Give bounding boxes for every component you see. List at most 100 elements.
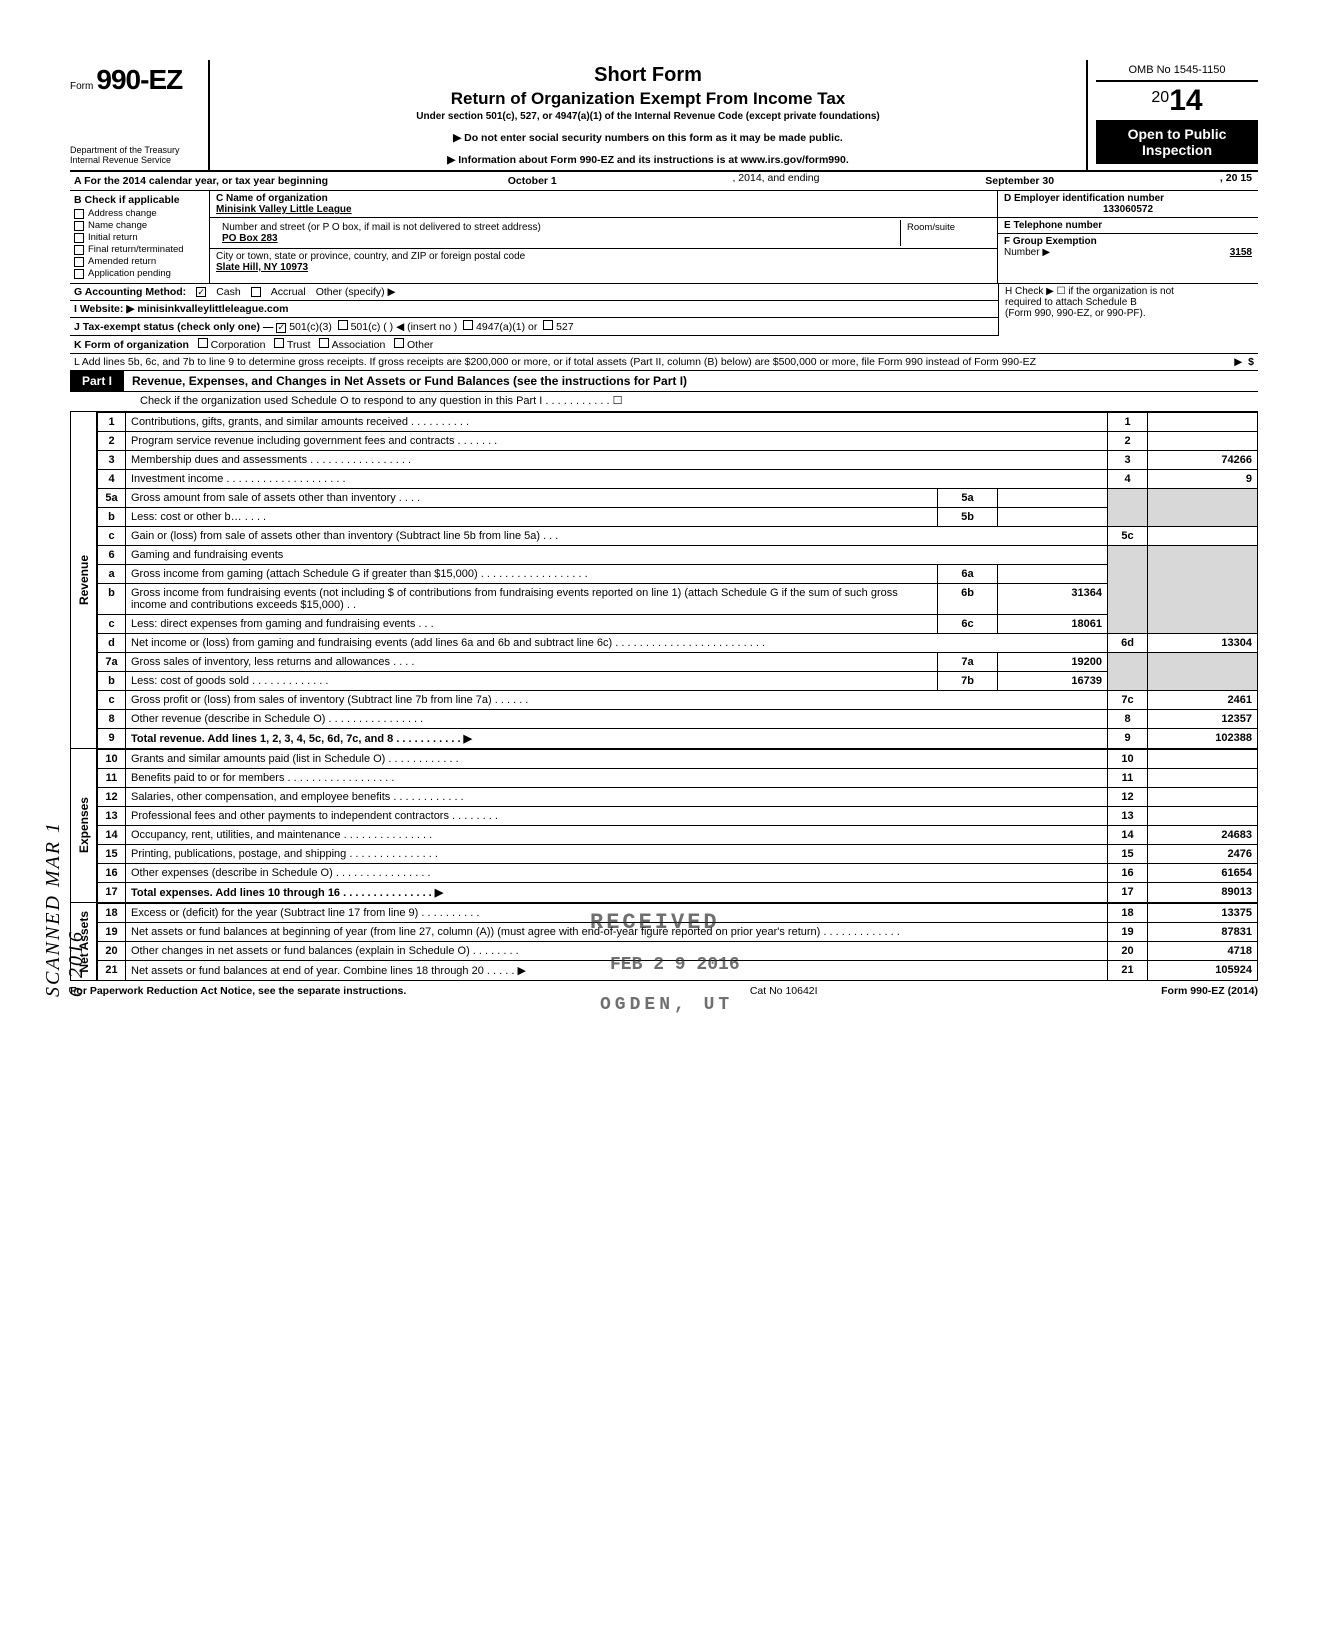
title-under: Under section 501(c), 527, or 4947(a)(1)… — [220, 111, 1076, 122]
i-value: minisinkvalleylittleleague.com — [137, 303, 288, 315]
line-6-desc: Gaming and fundraising events — [126, 546, 1108, 565]
chk-amended-return[interactable]: Amended return — [74, 256, 205, 267]
j-4947-checkbox[interactable] — [463, 320, 473, 330]
line-1-box: 1 — [1108, 413, 1148, 432]
e-phone-row: E Telephone number — [998, 218, 1258, 234]
line-5a: 5aGross amount from sale of assets other… — [98, 489, 1258, 508]
line-8: 8Other revenue (describe in Schedule O) … — [98, 710, 1258, 729]
line-6c-desc: Less: direct expenses from gaming and fu… — [126, 615, 938, 634]
k-label: K Form of organization — [74, 339, 189, 351]
expenses-label: Expenses — [75, 793, 93, 857]
line-4-desc: Investment income . . . . . . . . . . . … — [126, 470, 1108, 489]
open-line1: Open to Public — [1096, 126, 1258, 142]
chk-name-change[interactable]: Name change — [74, 220, 205, 231]
line-6a: aGross income from gaming (attach Schedu… — [98, 565, 1258, 584]
line-20-box: 20 — [1108, 942, 1148, 961]
year-prefix: 20 — [1151, 89, 1169, 106]
line-5b-ib: 5b — [938, 508, 998, 527]
line-20-amt: 4718 — [1148, 942, 1258, 961]
col-b-checkboxes: B Check if applicable Address change Nam… — [70, 191, 210, 283]
row-a-label: A For the 2014 calendar year, or tax yea… — [70, 172, 332, 190]
chk-address-change[interactable]: Address change — [74, 208, 205, 219]
d-label: D Employer identification number — [1004, 193, 1252, 204]
line-3: 3Membership dues and assessments . . . .… — [98, 451, 1258, 470]
line-7b-desc: Less: cost of goods sold . . . . . . . .… — [126, 672, 938, 691]
line-6a-ia — [998, 565, 1108, 584]
line-3-amt: 74266 — [1148, 451, 1258, 470]
line-3-box: 3 — [1108, 451, 1148, 470]
netassets-label: Net Assets — [75, 907, 93, 977]
form-prefix: Form — [70, 81, 93, 92]
g-cash-checkbox[interactable]: ✓ — [196, 287, 206, 297]
line-11-amt — [1148, 769, 1258, 788]
row-a-mid: , 2014, and ending — [732, 172, 819, 190]
k-other-checkbox[interactable] — [394, 338, 404, 348]
line-5c-desc: Gain or (loss) from sale of assets other… — [126, 527, 1108, 546]
revenue-table: 1Contributions, gifts, grants, and simil… — [97, 412, 1258, 749]
line-8-desc: Other revenue (describe in Schedule O) .… — [126, 710, 1108, 729]
line-7c-amt: 2461 — [1148, 691, 1258, 710]
line-18-box: 18 — [1108, 904, 1148, 923]
line-14-desc: Occupancy, rent, utilities, and maintena… — [126, 826, 1108, 845]
line-17-amt: 89013 — [1148, 883, 1258, 903]
line-12-desc: Salaries, other compensation, and employ… — [126, 788, 1108, 807]
j-501c3-checkbox[interactable]: ✓ — [276, 323, 286, 333]
j-527-checkbox[interactable] — [543, 320, 553, 330]
d-value: 133060572 — [1004, 204, 1252, 215]
line-21-box: 21 — [1108, 961, 1148, 981]
chk-application-pending[interactable]: Application pending — [74, 268, 205, 279]
footer-left: For Paperwork Reduction Act Notice, see … — [70, 985, 406, 997]
line-8-box: 8 — [1108, 710, 1148, 729]
line-6c-ia: 18061 — [998, 615, 1108, 634]
j-label: J Tax-exempt status (check only one) — — [74, 321, 273, 333]
row-l-gross-receipts: L Add lines 5b, 6c, and 7b to line 9 to … — [70, 354, 1258, 371]
netassets-table: 18Excess or (deficit) for the year (Subt… — [97, 903, 1258, 981]
k-trust-checkbox[interactable] — [274, 338, 284, 348]
c-street-value: PO Box 283 — [222, 233, 894, 244]
k-o1: Corporation — [211, 339, 266, 351]
j-501c-checkbox[interactable] — [338, 320, 348, 330]
line-5c-amt — [1148, 527, 1258, 546]
dept-block: Department of the Treasury Internal Reve… — [70, 146, 202, 166]
line-5c-box: 5c — [1108, 527, 1148, 546]
line-8-amt: 12357 — [1148, 710, 1258, 729]
j-o4: 527 — [556, 321, 574, 333]
line-13-box: 13 — [1108, 807, 1148, 826]
chk-initial-return[interactable]: Initial return — [74, 232, 205, 243]
f-value: 3158 — [1230, 247, 1252, 258]
line-19-desc: Net assets or fund balances at beginning… — [126, 923, 1108, 942]
row-j-tax-status: J Tax-exempt status (check only one) — ✓… — [70, 318, 998, 336]
line-6c-ib: 6c — [938, 615, 998, 634]
line-9-box: 9 — [1108, 729, 1148, 749]
line-4-amt: 9 — [1148, 470, 1258, 489]
c-street-row: Number and street (or P O box, if mail i… — [210, 218, 997, 249]
page-footer: For Paperwork Reduction Act Notice, see … — [70, 981, 1258, 997]
line-19-amt: 87831 — [1148, 923, 1258, 942]
row-a-end: September 30 — [819, 172, 1219, 190]
h-line2: required to attach Schedule B — [1005, 297, 1252, 308]
c-name-row: C Name of organization Minisink Valley L… — [210, 191, 997, 218]
line-21: 21Net assets or fund balances at end of … — [98, 961, 1258, 981]
instr-ssn: ▶ Do not enter social security numbers o… — [220, 132, 1076, 144]
line-12: 12Salaries, other compensation, and empl… — [98, 788, 1258, 807]
line-16: 16Other expenses (describe in Schedule O… — [98, 864, 1258, 883]
row-a-calendar-year: A For the 2014 calendar year, or tax yea… — [70, 172, 1258, 191]
line-7b-ib: 7b — [938, 672, 998, 691]
chk-final-return[interactable]: Final return/terminated — [74, 244, 205, 255]
c-name-value: Minisink Valley Little League — [216, 204, 991, 215]
line-18: 18Excess or (deficit) for the year (Subt… — [98, 904, 1258, 923]
k-o4: Other — [407, 339, 433, 351]
line-7a-ia: 19200 — [998, 653, 1108, 672]
line-2-amt — [1148, 432, 1258, 451]
line-6a-desc: Gross income from gaming (attach Schedul… — [126, 565, 938, 584]
k-assoc-checkbox[interactable] — [319, 338, 329, 348]
l-dollar: $ — [1248, 356, 1254, 368]
line-5a-desc: Gross amount from sale of assets other t… — [126, 489, 938, 508]
line-15: 15Printing, publications, postage, and s… — [98, 845, 1258, 864]
netassets-section: Net Assets 18Excess or (deficit) for the… — [70, 903, 1258, 981]
c-name-label: C Name of organization — [216, 193, 991, 204]
b-item-3: Final return/terminated — [88, 244, 184, 255]
g-other: Other (specify) ▶ — [316, 286, 396, 298]
k-corp-checkbox[interactable] — [198, 338, 208, 348]
g-accrual-checkbox[interactable] — [251, 287, 261, 297]
